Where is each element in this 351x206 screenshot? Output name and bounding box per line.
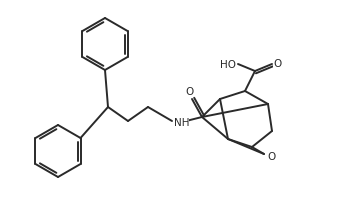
Text: O: O	[273, 59, 281, 69]
Text: O: O	[186, 87, 194, 97]
Text: NH: NH	[174, 117, 190, 127]
Text: O: O	[267, 151, 275, 161]
Text: HO: HO	[220, 60, 236, 70]
